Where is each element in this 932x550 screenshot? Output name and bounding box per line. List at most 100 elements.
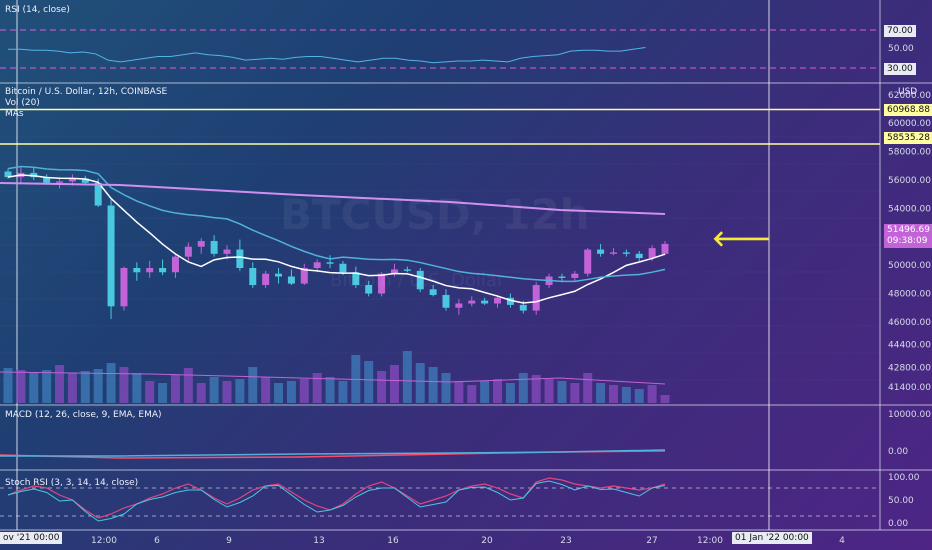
volume-bar	[93, 369, 103, 403]
candle-body	[352, 272, 360, 286]
volume-bar	[106, 363, 116, 403]
macd-tick-top: 10000.00	[888, 410, 931, 420]
time-axis-label: 27	[646, 536, 657, 546]
candle-body	[287, 276, 295, 284]
candle-body	[133, 268, 141, 273]
candle-body	[94, 182, 102, 206]
volume-bar	[544, 379, 554, 403]
candle-body	[300, 268, 308, 284]
candle-body	[532, 285, 540, 311]
candle-body	[597, 249, 605, 254]
candle-body	[584, 249, 592, 274]
volume-bar	[402, 351, 412, 403]
volume-bar	[647, 385, 657, 403]
watermark-symbol: BTCUSD, 12h	[280, 190, 590, 239]
candle-body	[506, 297, 514, 305]
candle-body	[197, 241, 205, 247]
price-tick-label: 56000.00	[888, 176, 931, 186]
candle-body	[313, 262, 321, 268]
volume-bar	[42, 370, 52, 403]
macd-line	[0, 449, 666, 457]
volume-bar	[29, 373, 39, 403]
volume-bar	[145, 381, 155, 403]
time-axis-label: 13	[313, 536, 324, 546]
time-cursor-label: 01 Jan '22 00:00	[732, 532, 812, 544]
vol-label: Vol (20)	[5, 98, 40, 108]
volume-bar	[583, 373, 593, 403]
volume-bar	[80, 371, 90, 403]
time-start-label: ov '21 00:00	[0, 532, 63, 544]
price-tick-label: 42800.00	[888, 363, 931, 373]
volume-bar	[531, 375, 541, 403]
candle-body	[326, 262, 334, 264]
volume-bar	[274, 383, 284, 403]
ma-long-line	[0, 182, 666, 215]
price-title: Bitcoin / U.S. Dollar, 12h, COINBASE	[5, 87, 168, 97]
volume-bar	[299, 379, 309, 403]
candle-body	[416, 270, 424, 290]
candle-body	[249, 268, 257, 286]
volume-bar	[183, 368, 193, 403]
volume-bar	[16, 370, 26, 403]
stoch-label: Stoch RSI (3, 3, 14, 14, close)	[5, 478, 139, 488]
candle-body	[494, 297, 502, 304]
candle-body	[481, 300, 489, 304]
rsi-50-tick: 50.00	[888, 44, 914, 54]
hline-high-tag: 60968.88	[884, 104, 932, 116]
volume-bar	[286, 381, 296, 403]
volume-bar	[557, 381, 567, 403]
volume-bar	[132, 373, 142, 403]
stoch-d-line	[7, 480, 666, 522]
rsi-30-tag: 30.00	[884, 63, 916, 75]
time-axis-label: 20	[481, 536, 493, 546]
macd-tick-zero: 0.00	[888, 447, 909, 457]
volume-bar	[505, 383, 515, 403]
candle-body	[120, 268, 128, 307]
price-tick-label: 46000.00	[888, 318, 931, 328]
volume-bar	[608, 385, 618, 403]
candle-body	[68, 178, 76, 182]
time-axis-label: 6	[154, 536, 160, 546]
candle-body	[365, 285, 373, 294]
volume-bar	[119, 367, 129, 403]
candle-body	[223, 249, 231, 254]
candle-body	[429, 289, 437, 295]
candle-body	[4, 171, 12, 178]
watermark-subtitle: Bitcoin / U.S. Dollar	[330, 270, 505, 291]
candle-body	[609, 252, 617, 254]
candle-body	[622, 252, 630, 254]
rsi-label: RSI (14, close)	[5, 5, 70, 15]
price-tick-label: 41400.00	[888, 383, 931, 393]
ma-mid-line	[7, 165, 666, 283]
volume-bar	[364, 361, 374, 403]
candle-body	[468, 300, 476, 304]
volume-bar	[158, 383, 168, 403]
candle-body	[648, 248, 656, 259]
candle-body	[262, 273, 270, 286]
volume-bar	[248, 367, 258, 403]
ma-label: MAs	[5, 109, 24, 119]
volume-bar	[480, 381, 490, 403]
macd-label: MACD (12, 26, close, 9, EMA, EMA)	[5, 410, 162, 420]
price-tick-label: 54000.00	[888, 204, 931, 214]
volume-bar	[55, 365, 65, 403]
candle-body	[43, 177, 51, 183]
candle-body	[81, 178, 89, 183]
candle-body	[403, 269, 411, 271]
hline-low-tag: 58535.28	[884, 132, 932, 144]
rsi-line	[8, 47, 646, 64]
volume-bar	[170, 375, 180, 403]
stoch-k-line	[7, 477, 666, 519]
volume-bar	[441, 373, 451, 403]
volume-ma-line	[0, 371, 666, 385]
candle-body	[378, 273, 386, 294]
volume-bar	[312, 373, 322, 403]
candle-body	[146, 268, 154, 273]
time-axis-label: 23	[560, 536, 571, 546]
rsi-70-tag: 70.00	[884, 25, 916, 37]
stoch-tick-50: 50.00	[888, 496, 914, 506]
time-axis-label: 4	[839, 536, 845, 546]
volume-bar	[467, 385, 477, 403]
volume-bar	[377, 371, 387, 403]
